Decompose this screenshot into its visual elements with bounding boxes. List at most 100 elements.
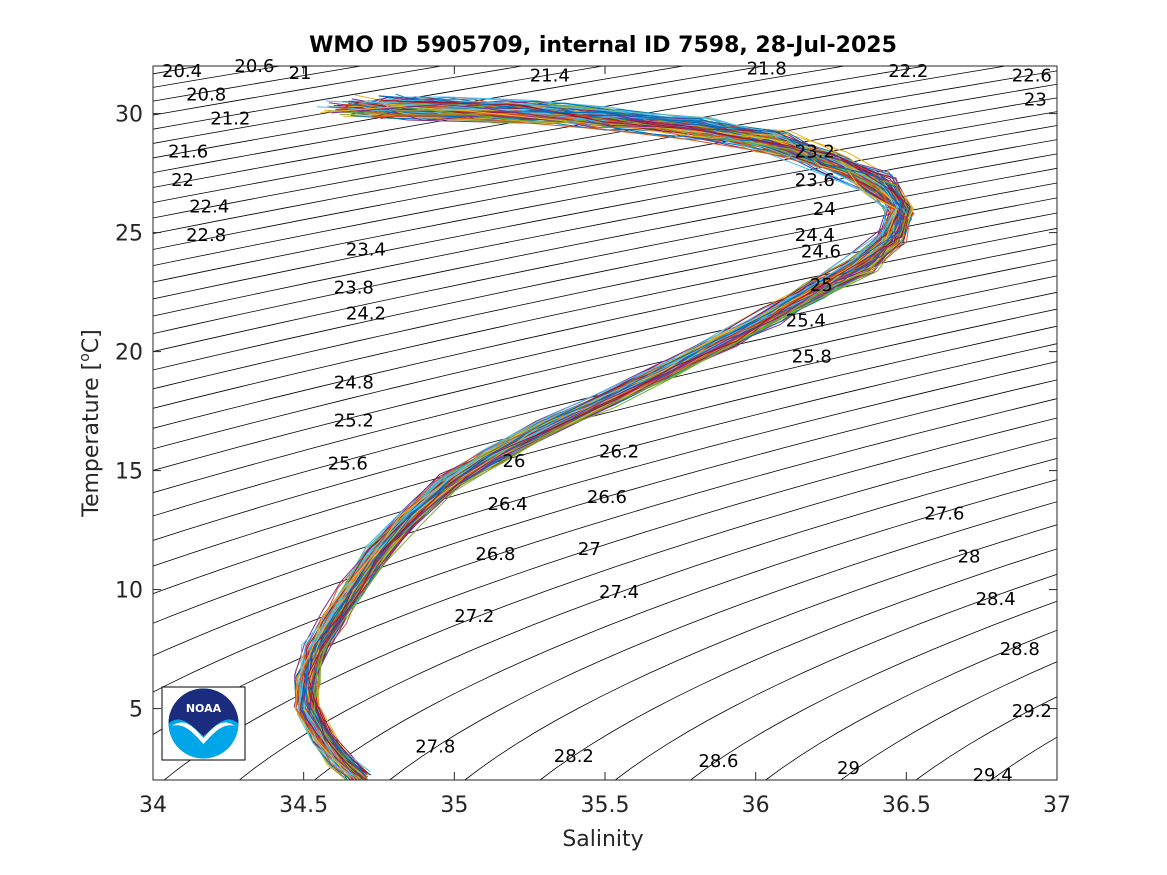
isopycnal-label: 27.8 xyxy=(415,737,455,758)
isopycnal-line xyxy=(153,70,1057,235)
plot-area xyxy=(153,66,1057,780)
isopycnal-label: 25 xyxy=(810,275,833,296)
isopycnal-line xyxy=(153,291,1057,517)
y-axis-label: Temperature [oC] xyxy=(77,329,104,517)
isopycnal-line xyxy=(614,573,1057,780)
isopycnal-label: 24 xyxy=(813,199,836,220)
profile-line xyxy=(313,106,910,780)
x-tick-label: 36.5 xyxy=(882,793,931,818)
isopycnal-line xyxy=(313,479,1057,780)
isopycnal-line xyxy=(840,661,1057,780)
isopycnal-line xyxy=(389,501,1057,780)
isopycnal-label: 21.6 xyxy=(168,142,208,163)
isopycnal-label: 22.8 xyxy=(186,225,226,246)
profile-line xyxy=(307,99,911,780)
y-axis-label-unit: C] xyxy=(79,329,104,353)
isopycnal-line xyxy=(153,83,1057,250)
isopycnal-label: 27.4 xyxy=(599,582,639,603)
isopycnal-line xyxy=(153,97,1057,267)
isopycnal-label: 21.8 xyxy=(747,58,787,79)
isopycnal-label: 22.6 xyxy=(1012,66,1052,87)
isopycnal-line xyxy=(153,275,1057,494)
profile-line xyxy=(300,103,900,774)
isopycnal-label: 26.6 xyxy=(587,487,627,508)
isopycnal-line xyxy=(153,398,1057,693)
isopycnal-label: 23.6 xyxy=(795,170,835,191)
y-tick-label: 10 xyxy=(115,579,143,604)
isopycnal-label: 26.8 xyxy=(475,544,515,565)
noaa-logo-text: NOAA xyxy=(186,702,222,715)
x-tick-label: 34.5 xyxy=(279,793,328,818)
isopycnal-line xyxy=(153,243,1057,450)
isopycnal-line xyxy=(153,227,1057,429)
isopycnal-line xyxy=(153,259,1057,471)
x-axis-label: Salinity xyxy=(562,827,643,852)
isopycnal-label: 26.2 xyxy=(599,442,639,463)
isopycnal-label: 27 xyxy=(578,539,601,560)
isopycnal-label: 29 xyxy=(837,758,860,779)
isopycnal-line xyxy=(153,361,1057,624)
isopycnal-label: 27.6 xyxy=(924,503,964,524)
isopycnal-line xyxy=(153,66,928,204)
profile-line xyxy=(313,111,909,780)
y-tick-label: 5 xyxy=(129,698,143,723)
isopycnal-label: 29.2 xyxy=(1012,701,1052,722)
isopycnal-label: 27.2 xyxy=(454,606,494,627)
isopycnal-line xyxy=(153,66,848,188)
isopycnal-label: 24.8 xyxy=(334,373,374,394)
isopycnal-line xyxy=(689,600,1057,780)
y-axis-ticks: 5 10 15 20 25 30 xyxy=(115,103,1057,723)
y-tick-label: 25 xyxy=(115,222,143,247)
isopycnal-label: 20.8 xyxy=(186,85,226,106)
x-tick-label: 34 xyxy=(139,793,167,818)
profile-line xyxy=(304,95,902,776)
isopycnal-label: 24.6 xyxy=(801,242,841,263)
isopycnal-label: 21.2 xyxy=(210,108,250,129)
noaa-logo: NOAA xyxy=(161,686,246,761)
isopycnal-line xyxy=(153,66,686,159)
isopycnal-label: 23.8 xyxy=(334,277,374,298)
isopycnal-label: 22.2 xyxy=(888,61,928,82)
profile-line xyxy=(310,115,907,780)
isopycnal-line xyxy=(153,325,1057,567)
isopycnal-label: 21 xyxy=(289,63,312,84)
chart-title: WMO ID 5905709, internal ID 7598, 28-Jul… xyxy=(309,33,897,58)
isopycnal-line xyxy=(153,125,1057,300)
isopycnal-line xyxy=(153,66,1009,219)
isopycnal-label: 20.4 xyxy=(162,61,202,82)
isopycnal-label: 28 xyxy=(958,546,981,567)
isopycnal-label: 28.2 xyxy=(554,746,594,767)
y-axis-label-main: Temperature [ xyxy=(79,362,104,518)
isopycnal-label: 24.4 xyxy=(795,225,835,246)
isopycnal-label: 26 xyxy=(503,451,526,472)
profile-lines xyxy=(293,93,915,780)
isopycnal-label: 25.8 xyxy=(792,346,832,367)
profile-line xyxy=(294,105,898,779)
x-tick-label: 36 xyxy=(742,793,770,818)
isopycnal-label: 29.4 xyxy=(973,765,1013,786)
y-tick-label: 30 xyxy=(115,103,143,128)
isopycnal-label: 23.2 xyxy=(795,142,835,163)
noaa-logo-gull xyxy=(172,722,235,744)
isopycnal-label: 28.6 xyxy=(698,751,738,772)
y-tick-label: 20 xyxy=(115,341,143,366)
isopycnal-label: 21.4 xyxy=(530,66,570,87)
isopycnal-line xyxy=(153,379,1057,657)
isopycnal-label: 25.6 xyxy=(328,454,368,475)
isopycnal-label: 22 xyxy=(171,170,194,191)
isopycnal-line xyxy=(153,343,1057,595)
isopycnal-line xyxy=(539,548,1057,780)
x-tick-label: 35 xyxy=(440,793,468,818)
isopycnal-label: 28.4 xyxy=(976,589,1016,610)
isopycnal-label: 23.4 xyxy=(346,239,386,260)
y-tick-label: 15 xyxy=(115,460,143,485)
x-tick-label: 35.5 xyxy=(581,793,630,818)
profile-line xyxy=(303,99,898,778)
isopycnal-label: 25.2 xyxy=(334,411,374,432)
isopycnal-line xyxy=(464,524,1057,780)
x-axis-ticks: 34 34.5 35 35.5 36 36.5 37 xyxy=(139,66,1071,818)
isopycnal-line xyxy=(153,139,1057,317)
isopycnal-label: 28.8 xyxy=(1000,639,1040,660)
isopycnal-label: 22.4 xyxy=(189,196,229,217)
